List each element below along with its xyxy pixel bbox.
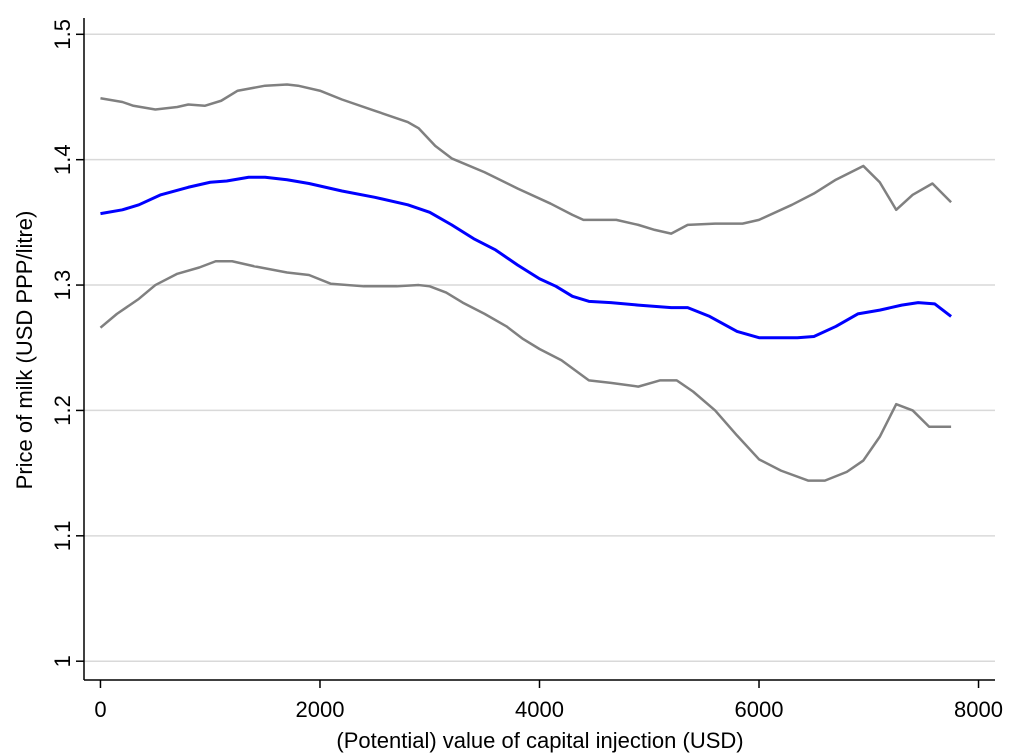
series-line (100, 83, 952, 235)
series-line (99, 259, 952, 482)
y-axis-title: Price of milk (USD PPP/litre) (12, 211, 37, 490)
x-tick-label: 4000 (515, 697, 564, 722)
y-tick-label: 1.1 (50, 521, 75, 552)
y-tick-label: 1.3 (50, 270, 75, 301)
x-axis-title: (Potential) value of capital injection (… (336, 728, 743, 753)
x-tick-label: 6000 (735, 697, 784, 722)
series-line (100, 175, 953, 340)
y-tick-label: 1.4 (50, 144, 75, 175)
x-tick-label: 0 (94, 697, 106, 722)
x-tick-label: 2000 (296, 697, 345, 722)
y-tick-label: 1.5 (50, 19, 75, 50)
x-tick-label: 8000 (954, 697, 1003, 722)
y-tick-label: 1 (50, 655, 75, 667)
y-tick-label: 1.2 (50, 395, 75, 426)
